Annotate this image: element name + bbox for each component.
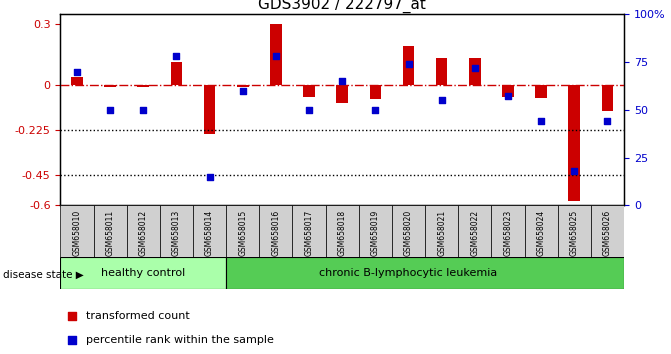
Text: GSM658018: GSM658018: [338, 210, 347, 256]
FancyBboxPatch shape: [458, 205, 491, 257]
Point: [171, 53, 182, 59]
Bar: [237, 85, 248, 87]
Bar: [469, 58, 480, 85]
Text: GSM658011: GSM658011: [105, 210, 115, 256]
Bar: [138, 85, 149, 87]
FancyBboxPatch shape: [293, 205, 325, 257]
Bar: [403, 46, 414, 85]
Point: [470, 65, 480, 70]
FancyBboxPatch shape: [325, 205, 359, 257]
Point: [440, 7, 450, 13]
FancyBboxPatch shape: [525, 205, 558, 257]
Point: [602, 118, 613, 124]
FancyBboxPatch shape: [93, 205, 127, 257]
Bar: [535, 85, 547, 98]
Point: [440, 224, 450, 230]
Text: GSM658024: GSM658024: [537, 210, 546, 256]
FancyBboxPatch shape: [193, 205, 226, 257]
FancyBboxPatch shape: [60, 205, 93, 257]
Text: GSM658010: GSM658010: [72, 210, 81, 256]
Point: [569, 168, 580, 174]
Text: percentile rank within the sample: percentile rank within the sample: [86, 335, 274, 345]
Text: GSM658016: GSM658016: [271, 210, 280, 256]
Text: GSM658013: GSM658013: [172, 210, 181, 256]
FancyBboxPatch shape: [392, 205, 425, 257]
Bar: [370, 85, 381, 99]
FancyBboxPatch shape: [359, 205, 392, 257]
Point: [204, 174, 215, 179]
FancyBboxPatch shape: [226, 257, 624, 289]
FancyBboxPatch shape: [259, 205, 293, 257]
FancyBboxPatch shape: [591, 205, 624, 257]
FancyBboxPatch shape: [127, 205, 160, 257]
FancyBboxPatch shape: [226, 205, 259, 257]
Text: healthy control: healthy control: [101, 268, 185, 278]
FancyBboxPatch shape: [558, 205, 591, 257]
Point: [403, 61, 414, 67]
Bar: [303, 85, 315, 97]
Point: [270, 53, 281, 59]
Bar: [204, 85, 215, 134]
Text: GSM658021: GSM658021: [437, 210, 446, 256]
Text: GSM658026: GSM658026: [603, 210, 612, 256]
Bar: [336, 85, 348, 103]
Title: GDS3902 / 222797_at: GDS3902 / 222797_at: [258, 0, 426, 13]
Point: [72, 69, 83, 74]
Bar: [436, 58, 448, 85]
Point: [304, 107, 315, 113]
Text: GSM658012: GSM658012: [139, 210, 148, 256]
Text: GSM658020: GSM658020: [404, 210, 413, 256]
Text: GSM658015: GSM658015: [238, 210, 247, 256]
Text: GSM658025: GSM658025: [570, 210, 579, 256]
Bar: [71, 76, 83, 85]
Text: GSM658022: GSM658022: [470, 210, 479, 256]
Text: GSM658017: GSM658017: [305, 210, 313, 256]
Text: disease state ▶: disease state ▶: [3, 269, 84, 279]
FancyBboxPatch shape: [60, 257, 226, 289]
Text: transformed count: transformed count: [86, 311, 189, 321]
Bar: [104, 85, 116, 87]
Bar: [170, 62, 183, 85]
Point: [238, 88, 248, 93]
Point: [370, 107, 380, 113]
FancyBboxPatch shape: [425, 205, 458, 257]
Bar: [568, 85, 580, 201]
Bar: [270, 24, 282, 85]
Point: [138, 107, 149, 113]
Point: [436, 97, 447, 103]
Text: GSM658014: GSM658014: [205, 210, 214, 256]
FancyBboxPatch shape: [160, 205, 193, 257]
Text: GSM658023: GSM658023: [503, 210, 513, 256]
Point: [337, 78, 348, 84]
Bar: [602, 85, 613, 111]
FancyBboxPatch shape: [491, 205, 525, 257]
Text: GSM658019: GSM658019: [371, 210, 380, 256]
Point: [503, 93, 513, 99]
Text: chronic B-lymphocytic leukemia: chronic B-lymphocytic leukemia: [319, 268, 498, 278]
Bar: [502, 85, 514, 97]
Point: [535, 118, 546, 124]
Point: [105, 107, 115, 113]
